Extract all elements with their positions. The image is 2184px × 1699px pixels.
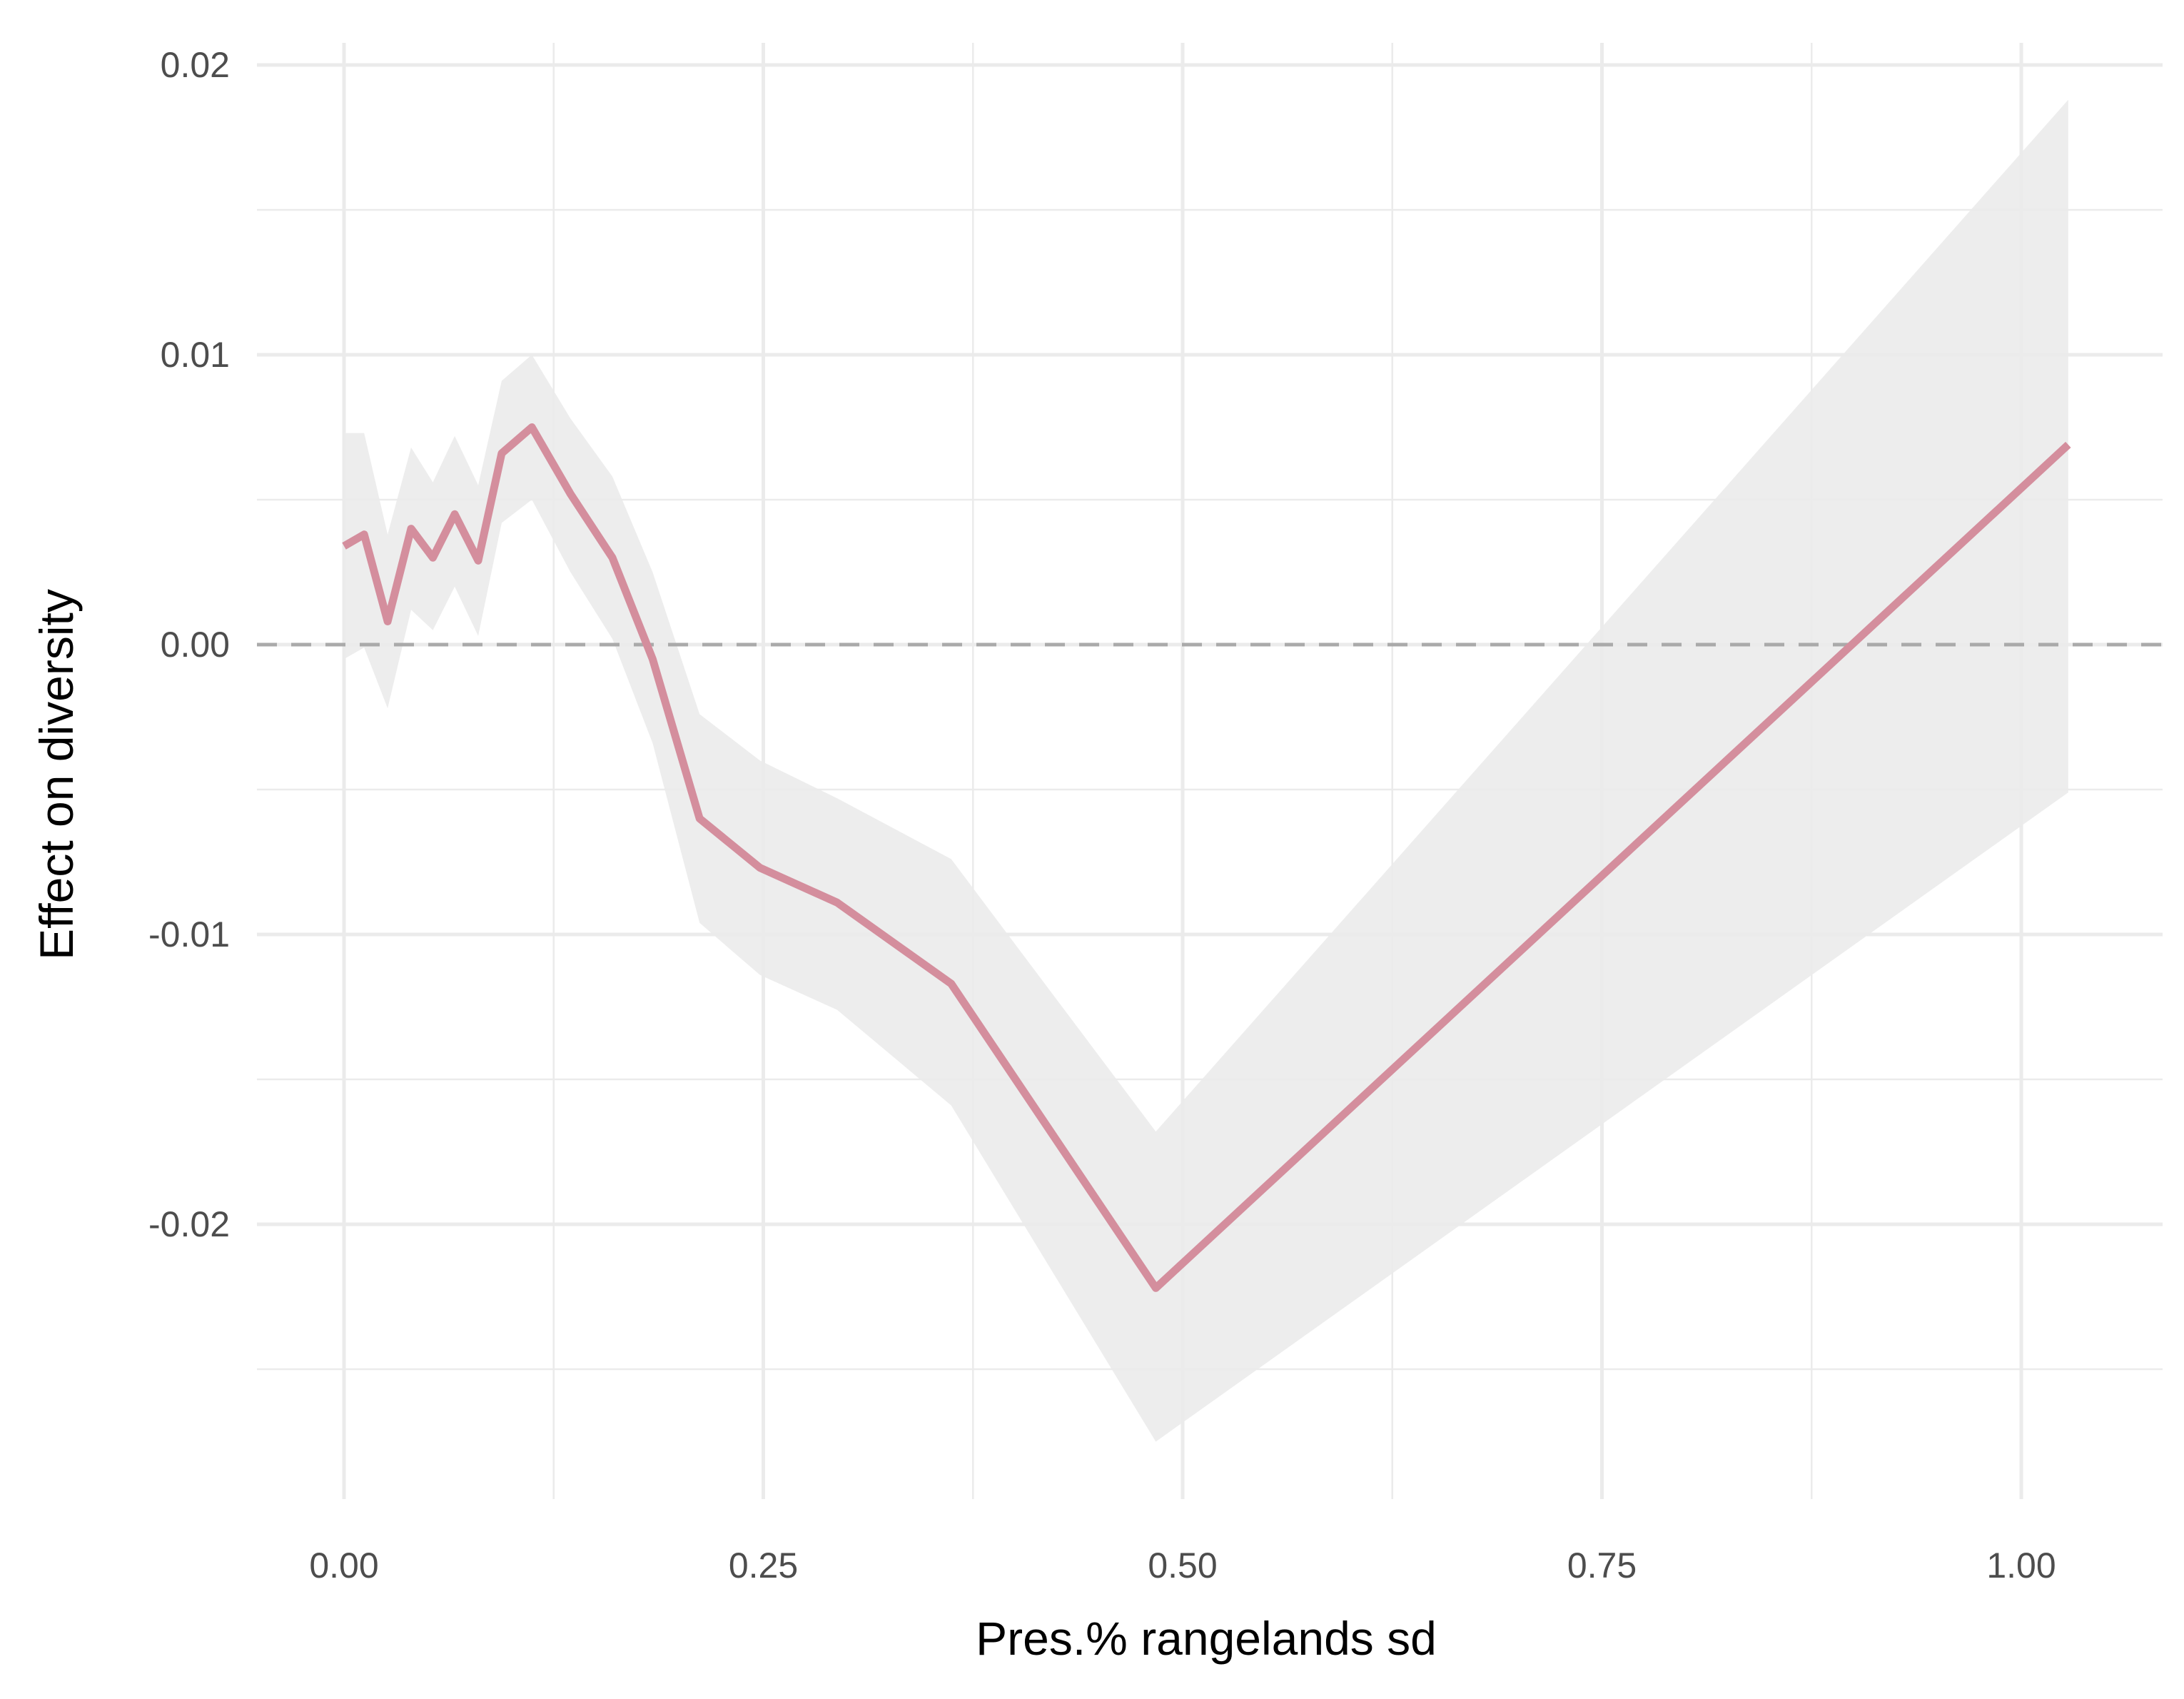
y-tick-label: 0.02 (161, 45, 230, 85)
y-axis-title: Effect on diversity (30, 589, 83, 960)
x-axis-title: Pres.% rangelands sd (976, 1612, 1437, 1665)
x-tick-label: 1.00 (1986, 1546, 2056, 1585)
y-tick-label: 0.01 (161, 335, 230, 375)
effect-line (342, 423, 2071, 1292)
y-tick-labels: -0.02 -0.01 0.00 0.01 0.02 (148, 45, 230, 1244)
x-tick-label: 0.25 (729, 1546, 798, 1585)
effect-line-path (342, 423, 2071, 1292)
y-tick-label: 0.00 (161, 625, 230, 665)
x-tick-labels: 0.00 0.25 0.50 0.75 1.00 (309, 1546, 2056, 1585)
x-tick-label: 0.75 (1567, 1546, 1637, 1585)
y-tick-label: -0.02 (148, 1204, 230, 1244)
x-tick-label: 0.00 (309, 1546, 378, 1585)
x-tick-label: 0.50 (1148, 1546, 1217, 1585)
y-tick-label: -0.01 (148, 914, 230, 954)
